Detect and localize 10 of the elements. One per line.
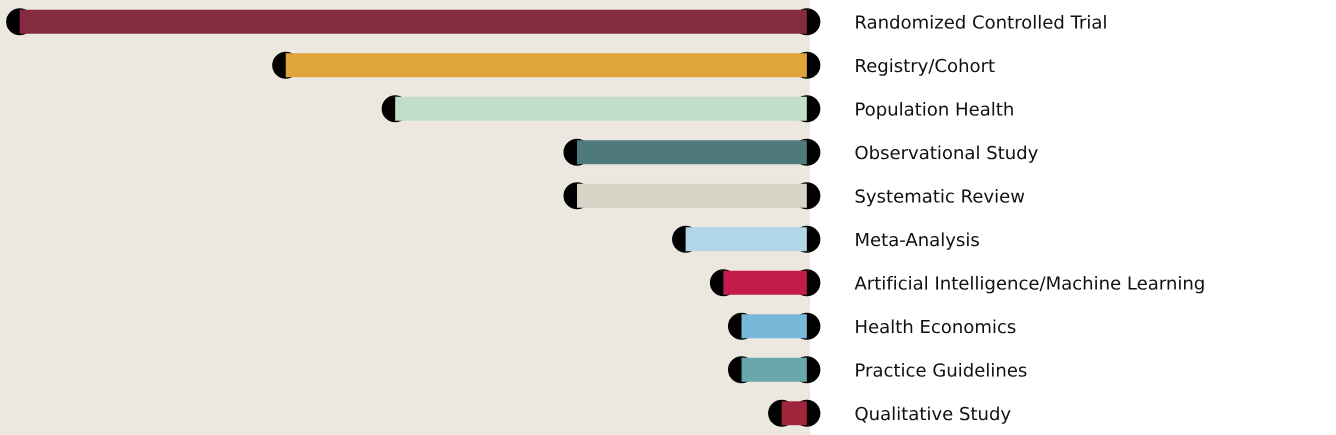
y-tick-label: Artificial Intelligence/Machine Learning [854,275,1204,294]
y-tick-label: Population Health [856,101,1013,120]
y-tick-label: Systematic Review [855,188,1025,207]
y-tick-label: Observational Study [855,145,1038,163]
y-tick-label: Practice Guidelines [856,362,1027,377]
y-tick-label: Qualitative Study [855,406,1011,424]
y-tick-label: Randomized Controlled Trial [856,14,1106,29]
y-tick-label: Health Economics [856,319,1016,334]
y-tick-label: Meta-Analysis [856,232,979,250]
y-tick-label: Registry/Cohort [856,58,995,76]
